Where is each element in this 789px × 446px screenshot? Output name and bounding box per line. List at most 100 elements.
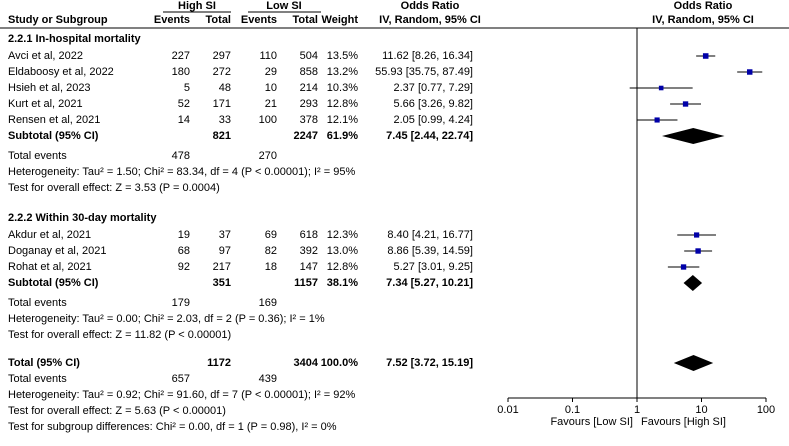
study-cell: 68 (178, 245, 190, 257)
study-cell: 180 (172, 66, 190, 78)
study: Avci et al, 2022 (8, 50, 83, 62)
total-events-cell: 657 (172, 373, 190, 385)
heterogeneity: Heterogeneity: Tau² = 1.50; Chi² = 83.34… (8, 166, 355, 178)
study: Rohat et al, 2021 (8, 261, 92, 273)
total-events: Total events (8, 297, 67, 309)
total-events-cell: 478 (172, 150, 190, 162)
study-cell: 52 (178, 98, 190, 110)
pooled-diamond (661, 128, 725, 144)
col-header: IV, Random, 95% CI (379, 14, 481, 26)
study-cell: 13.0% (327, 245, 358, 257)
subtotal-cell: 2247 (294, 130, 318, 142)
subtotal-cell: 7.34 [5.27, 10.21] (386, 277, 473, 289)
x-tick-label: 0.1 (565, 404, 580, 416)
study: Hsieh et al, 2023 (8, 82, 91, 94)
study: Eldaboosy et al, 2022 (8, 66, 114, 78)
study-marker (682, 101, 689, 107)
study-cell: 19 (178, 229, 190, 241)
overall-effect: Test for overall effect: Z = 3.53 (P = 0… (8, 182, 220, 194)
col-header: Events (241, 14, 277, 26)
heterogeneity: Heterogeneity: Tau² = 0.00; Chi² = 2.03,… (8, 313, 325, 325)
subtotal-cell: 1157 (294, 277, 318, 289)
study-cell: 18 (265, 261, 277, 273)
group1-header: High SI (178, 0, 216, 12)
study-cell: 504 (300, 50, 318, 62)
total-events-cell: 169 (259, 297, 277, 309)
x-tick-label: 1 (634, 404, 640, 416)
col-header: IV, Random, 95% CI (652, 14, 754, 26)
total-cell: 100.0% (321, 357, 359, 369)
total-cell: 7.52 [3.72, 15.19] (386, 357, 473, 369)
study-cell: 12.3% (327, 229, 358, 241)
study-cell: 5.66 [3.26, 9.82] (393, 98, 473, 110)
study-cell: 82 (265, 245, 277, 257)
study-cell: 10.3% (327, 82, 358, 94)
study-cell: 5 (184, 82, 190, 94)
study-cell: 33 (219, 114, 231, 126)
favours-left: Favours [Low SI] (550, 416, 633, 428)
total-events: Total events (8, 373, 67, 385)
study-cell: 12.8% (327, 261, 358, 273)
col-header: Total (293, 14, 318, 26)
study-cell: 227 (172, 50, 190, 62)
study-cell: 97 (219, 245, 231, 257)
study-cell: 618 (300, 229, 318, 241)
favours-right: Favours [High SI] (641, 416, 726, 428)
study: Rensen et al, 2021 (8, 114, 100, 126)
study-cell: 392 (300, 245, 318, 257)
study-marker (654, 117, 660, 123)
col-header: Total (206, 14, 231, 26)
study-cell: 378 (300, 114, 318, 126)
study-cell: 297 (213, 50, 231, 62)
study-marker (694, 232, 700, 238)
study-cell: 10 (265, 82, 277, 94)
pooled-diamond (673, 355, 714, 371)
study-cell: 11.62 [8.26, 16.34] (382, 50, 473, 62)
study-cell: 13.5% (327, 50, 358, 62)
study-cell: 5.27 [3.01, 9.25] (393, 261, 473, 273)
right-title: Odds Ratio (674, 0, 733, 12)
subtotal-cell: 351 (213, 277, 231, 289)
col-header: Events (154, 14, 190, 26)
study-cell: 171 (213, 98, 231, 110)
pooled-diamond (683, 275, 703, 291)
subtotal: Subtotal (95% CI) (8, 277, 99, 289)
study-cell: 12.8% (327, 98, 358, 110)
subtotal-cell: 7.45 [2.44, 22.74] (386, 130, 473, 142)
subgroup-differences: Test for subgroup differences: Chi² = 0.… (8, 421, 337, 433)
study-cell: 8.40 [4.21, 16.77] (387, 229, 473, 241)
subtotal-cell: 821 (213, 130, 231, 142)
study-marker (702, 53, 709, 59)
total-events: Total events (8, 150, 67, 162)
x-tick-label: 100 (757, 404, 775, 416)
total-cell: 3404 (294, 357, 319, 369)
study-cell: 100 (259, 114, 277, 126)
study-cell: 92 (178, 261, 190, 273)
study-cell: 48 (219, 82, 231, 94)
study-cell: 2.37 [0.77, 7.29] (393, 82, 473, 94)
subtotal-cell: 38.1% (327, 277, 358, 289)
study-cell: 8.86 [5.39, 14.59] (387, 245, 473, 257)
study-cell: 293 (300, 98, 318, 110)
study: Akdur et al, 2021 (8, 229, 91, 241)
study-cell: 214 (300, 82, 318, 94)
study: Kurt et al, 2021 (8, 98, 83, 110)
study-cell: 272 (213, 66, 231, 78)
study-cell: 29 (265, 66, 277, 78)
study-cell: 110 (259, 50, 277, 62)
study-cell: 14 (178, 114, 190, 126)
study: Doganay et al, 2021 (8, 245, 106, 257)
study-cell: 69 (265, 229, 277, 241)
study-cell: 37 (219, 229, 231, 241)
total-events-cell: 270 (259, 150, 277, 162)
x-tick-label: 0.01 (497, 404, 518, 416)
subtotal-cell: 61.9% (327, 130, 358, 142)
study-cell: 217 (213, 261, 231, 273)
overall-effect: Test for overall effect: Z = 11.82 (P < … (8, 329, 231, 341)
study-marker (658, 85, 664, 91)
subtotal: Subtotal (95% CI) (8, 130, 99, 142)
total: Total (95% CI) (8, 357, 80, 369)
study-cell: 2.05 [0.99, 4.24] (393, 114, 473, 126)
study-cell: 147 (300, 261, 318, 273)
